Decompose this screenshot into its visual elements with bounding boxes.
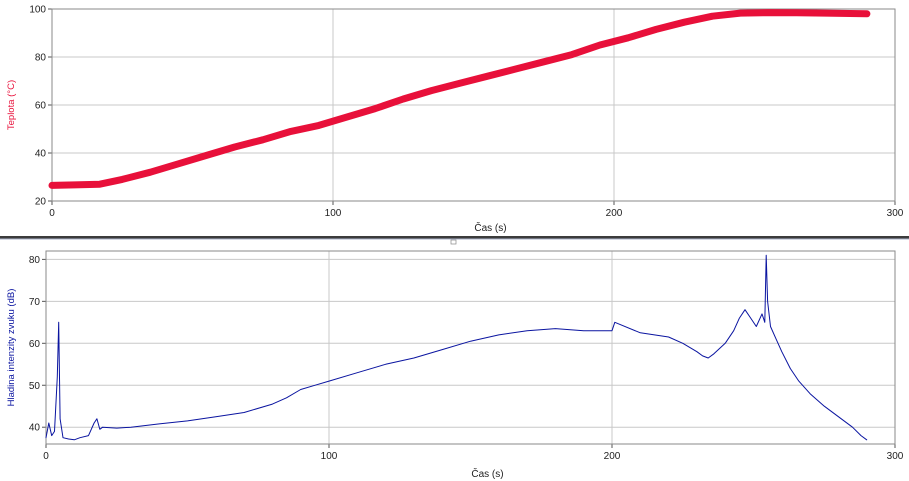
y-tick-label: 40 [29, 423, 41, 434]
x-tick-label: 0 [49, 208, 55, 219]
x-axis-label: Čas (s) [474, 221, 506, 234]
x-tick-label: 300 [887, 208, 904, 219]
y-tick-label: 80 [35, 53, 47, 64]
panel-divider[interactable] [0, 236, 909, 245]
temperature-chart: 0 100 200 300 20 40 60 80 100 Čas (s) Teplota (°C) [6, 5, 904, 235]
y-tick-label: 100 [29, 5, 46, 16]
plot-area [45, 250, 896, 445]
x-tick-label: 300 [887, 451, 904, 462]
plot-border [45, 250, 896, 445]
y-tick-label: 20 [35, 197, 47, 208]
series-line-0 [45, 254, 868, 441]
y-tick-label: 60 [35, 101, 47, 112]
plot-border [51, 8, 896, 202]
y-axis-label: Hladina intenzity zvuku (dB) [6, 289, 17, 407]
y-tick-label: 70 [29, 297, 41, 308]
y-tick-label: 80 [29, 255, 41, 266]
series-line-0 [48, 9, 871, 189]
x-tick-label: 200 [606, 208, 623, 219]
x-axis-label: Čas (s) [471, 467, 503, 480]
sound-level-chart: 0 100 200 300 40 50 60 70 80 Čas (s) Hladina inten… [6, 250, 904, 480]
x-tick-label: 100 [325, 208, 342, 219]
y-tick-label: 60 [29, 339, 41, 350]
y-tick-label: 40 [35, 149, 47, 160]
x-tick-label: 0 [43, 451, 49, 462]
x-tick-label: 100 [321, 451, 338, 462]
y-axis-label: Teplota (°C) [6, 80, 17, 130]
x-tick-label: 200 [604, 451, 621, 462]
y-tick-label: 50 [29, 381, 41, 392]
